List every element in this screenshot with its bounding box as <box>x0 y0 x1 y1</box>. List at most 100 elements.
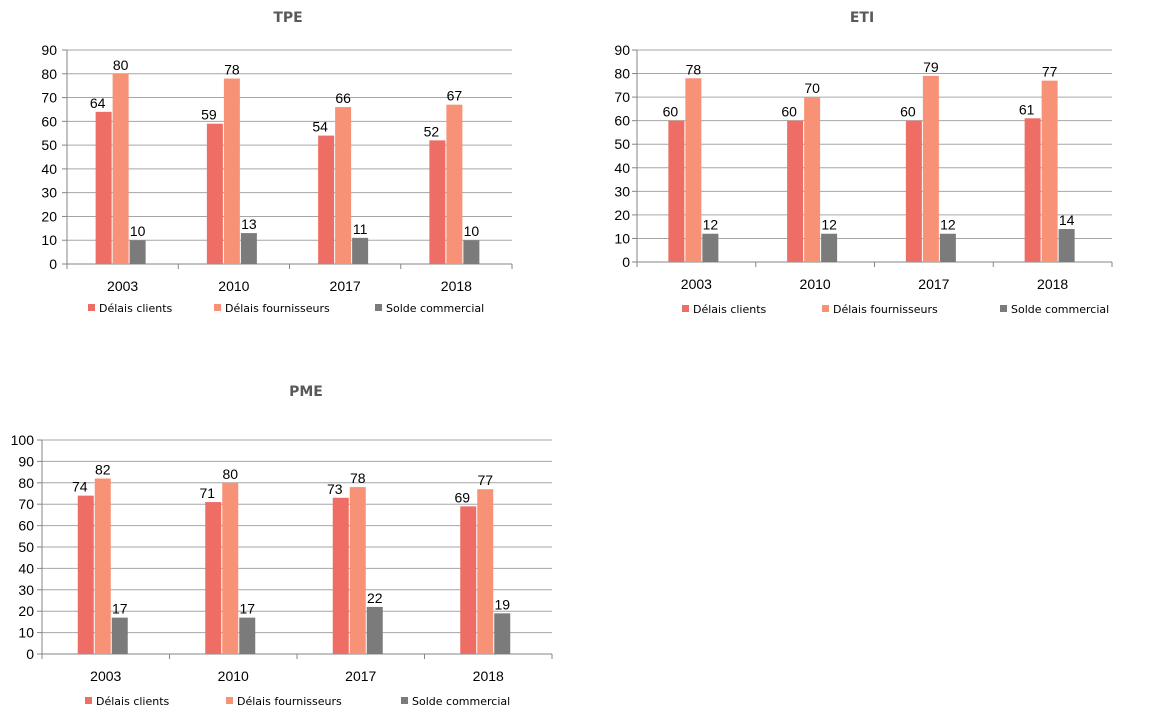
data-label: 22 <box>367 590 383 606</box>
data-label: 17 <box>112 601 128 617</box>
bar-delais-fournisseurs <box>335 107 352 264</box>
data-label: 80 <box>222 466 238 482</box>
x-tick-label: 2017 <box>345 668 376 684</box>
x-tick-label: 2003 <box>681 276 712 292</box>
y-tick-label: 60 <box>41 113 57 129</box>
legend-swatch-delais-fournisseurs <box>214 304 221 311</box>
x-tick-label: 2010 <box>800 276 831 292</box>
legend-label-delais-fournisseurs: Délais fournisseurs <box>225 302 330 315</box>
bar-delais-clients <box>668 120 685 263</box>
x-tick-label: 2010 <box>218 668 249 684</box>
y-tick-label: 20 <box>614 207 630 223</box>
y-tick-label: 20 <box>18 603 34 619</box>
bar-delais-fournisseurs <box>349 487 366 654</box>
y-tick-label: 50 <box>614 136 630 152</box>
bar-delais-clients <box>205 502 222 654</box>
legend-swatch-delais-clients <box>85 697 92 704</box>
bar-delais-clients <box>77 495 94 654</box>
y-tick-label: 60 <box>18 518 34 534</box>
legend-label-delais-clients: Délais clients <box>96 695 170 708</box>
data-label: 71 <box>199 485 215 501</box>
bar-solde-commercial <box>129 240 146 264</box>
data-label: 59 <box>201 107 217 123</box>
data-label: 10 <box>130 223 146 239</box>
legend-swatch-solde-commercial <box>1000 305 1007 312</box>
data-label: 19 <box>494 596 510 612</box>
bar-delais-clients <box>429 140 446 264</box>
bar-delais-fournisseurs <box>922 75 939 263</box>
data-label: 78 <box>224 62 240 78</box>
y-tick-label: 80 <box>41 66 57 82</box>
y-tick-label: 40 <box>41 161 57 177</box>
data-label: 11 <box>353 221 368 237</box>
data-label: 12 <box>821 217 837 233</box>
legend-swatch-delais-clients <box>88 304 95 311</box>
bar-solde-commercial <box>1058 229 1075 262</box>
data-label: 10 <box>464 223 480 239</box>
bar-solde-commercial <box>494 613 511 654</box>
x-tick-label: 2017 <box>330 278 361 294</box>
legend-label-solde-commercial: Solde commercial <box>412 695 510 708</box>
data-label: 77 <box>477 472 493 488</box>
bar-solde-commercial <box>352 237 369 264</box>
x-tick-label: 2018 <box>1037 276 1068 292</box>
legend-label-delais-fournisseurs: Délais fournisseurs <box>833 303 938 316</box>
chart-tpe: TPE 0 10 20 30 40 50 60 70 80 90 2003 64 80 10 2010 59 78… <box>41 10 513 315</box>
data-label: 74 <box>72 479 88 495</box>
y-tick-label: 30 <box>18 582 34 598</box>
chart-title: TPE <box>273 10 302 26</box>
data-label: 54 <box>312 119 328 135</box>
y-tick-label: 90 <box>614 42 630 58</box>
bar-delais-fournisseurs <box>222 482 239 654</box>
bar-delais-fournisseurs <box>446 104 463 264</box>
y-tick-label: 40 <box>614 160 630 176</box>
data-label: 69 <box>454 489 470 505</box>
chart-eti: ETI 0 10 20 30 40 50 60 70 80 90 2003 60 78 12 2010 60 70… <box>614 10 1113 316</box>
data-label: 78 <box>686 61 702 77</box>
data-label: 78 <box>350 470 366 486</box>
x-tick-label: 2003 <box>107 278 138 294</box>
y-tick-label: 20 <box>41 208 57 224</box>
data-label: 17 <box>239 601 255 617</box>
bar-delais-clients <box>787 120 804 263</box>
bar-delais-clients <box>1024 118 1041 262</box>
y-tick-label: 0 <box>26 646 34 662</box>
data-label: 12 <box>703 217 719 233</box>
data-label: 73 <box>327 481 343 497</box>
legend-label-solde-commercial: Solde commercial <box>386 302 484 315</box>
x-tick-label: 2017 <box>918 276 949 292</box>
data-label: 12 <box>940 217 956 233</box>
data-label: 14 <box>1059 212 1075 228</box>
y-tick-label: 10 <box>18 625 34 641</box>
y-tick-label: 10 <box>614 230 630 246</box>
bar-delais-fournisseurs <box>112 73 129 265</box>
data-label: 77 <box>1042 64 1058 80</box>
legend-swatch-solde-commercial <box>401 697 408 704</box>
bar-solde-commercial <box>939 233 956 262</box>
bar-solde-commercial <box>111 617 128 654</box>
y-tick-label: 80 <box>18 475 34 491</box>
data-label: 67 <box>447 88 463 104</box>
data-label: 61 <box>1019 101 1035 117</box>
data-label: 79 <box>923 59 939 75</box>
bar-delais-clients <box>332 497 349 654</box>
bar-solde-commercial <box>366 606 383 654</box>
data-label: 60 <box>663 104 679 120</box>
x-tick-label: 2010 <box>218 278 249 294</box>
bar-delais-fournisseurs <box>804 97 821 262</box>
bar-delais-clients <box>460 506 477 654</box>
legend-label-delais-clients: Délais clients <box>693 303 767 316</box>
data-label: 66 <box>335 90 351 106</box>
bar-delais-fournisseurs <box>94 478 111 654</box>
bar-delais-fournisseurs <box>223 78 240 265</box>
bar-delais-clients <box>206 123 223 264</box>
bar-delais-clients <box>318 135 335 264</box>
data-label: 60 <box>900 104 916 120</box>
y-tick-label: 90 <box>41 42 57 58</box>
y-tick-label: 0 <box>622 254 630 270</box>
y-tick-label: 70 <box>41 90 57 106</box>
y-tick-label: 30 <box>41 185 57 201</box>
y-tick-label: 0 <box>49 256 57 272</box>
chart-title: PME <box>289 384 323 400</box>
bar-delais-clients <box>905 120 922 263</box>
